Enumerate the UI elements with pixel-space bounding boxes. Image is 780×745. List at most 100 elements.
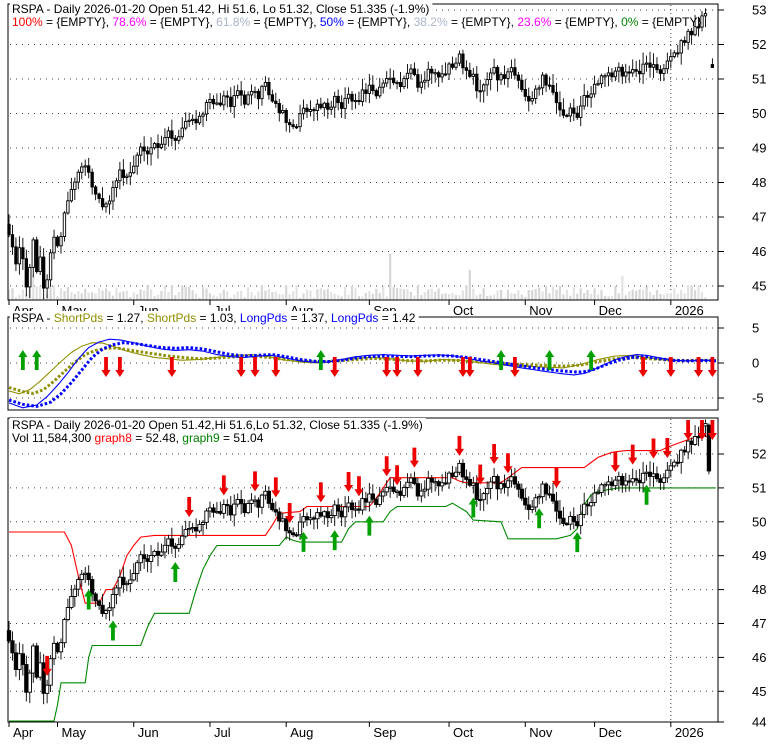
- candle-up: [457, 53, 462, 64]
- plot-area[interactable]: [8, 418, 718, 722]
- legend-token: = {EMPTY},: [250, 15, 320, 29]
- volume-bar: [700, 291, 704, 300]
- month-label: Oct: [453, 303, 474, 318]
- volume-bar: [437, 288, 440, 300]
- candle-up: [342, 506, 348, 518]
- volume-bar: [25, 294, 28, 300]
- sell-arrow-icon: [475, 464, 485, 485]
- candle-up: [180, 535, 185, 546]
- candle-down: [460, 462, 466, 478]
- candle-down: [430, 68, 434, 74]
- candle-down: [21, 247, 25, 260]
- longpds-slow-line: [8, 341, 716, 408]
- volume-bar: [21, 289, 24, 300]
- volume-bar: [87, 292, 90, 300]
- legend-token: = 1.37,: [287, 311, 331, 325]
- candle-down: [478, 498, 483, 502]
- volume-bar: [330, 292, 333, 300]
- candle-up: [52, 236, 56, 254]
- volume-bar: [77, 291, 80, 300]
- candle-down: [121, 169, 125, 178]
- candle-down: [520, 79, 524, 90]
- candle-up: [454, 62, 458, 68]
- volume-bar: [149, 289, 153, 300]
- volume-bar: [195, 293, 198, 300]
- graph9-stop-line: [9, 487, 716, 722]
- volume-bar: [406, 289, 409, 300]
- y-tick-label: 0: [752, 356, 759, 371]
- month-label: Jun: [138, 725, 159, 740]
- panel1-title: RSPA - Daily 2026-01-20 Open 51.42, Hi 5…: [12, 2, 429, 16]
- volume-bar: [229, 297, 232, 300]
- candle-up: [703, 13, 708, 17]
- panel-price-stops[interactable]: 52 51 50 49 48 47 46 45 44 Apr May Jun Jul Aug Sep Oct N…: [6, 417, 766, 740]
- candle-up: [117, 576, 123, 589]
- candle-down: [370, 493, 375, 500]
- candle-up: [27, 672, 32, 693]
- candle-up: [534, 88, 538, 99]
- candle-up: [623, 480, 628, 486]
- candle-down: [689, 440, 694, 445]
- candle-down: [554, 91, 559, 104]
- volume-bar: [586, 290, 589, 300]
- candle-down: [502, 74, 507, 79]
- volume-bar: [572, 287, 575, 300]
- volume-bar: [493, 294, 496, 300]
- candle-up: [111, 187, 115, 202]
- candle-up: [201, 113, 205, 117]
- volume-bar: [91, 292, 94, 300]
- y-tick-label: 47: [752, 616, 766, 631]
- sell-arrow-icon: [707, 420, 717, 440]
- volume-bar: [208, 293, 212, 300]
- legend-token: graph8: [95, 431, 133, 445]
- candle-up: [596, 83, 600, 86]
- y-tick-label: 45: [752, 279, 766, 294]
- legend-token: 38.2%: [414, 15, 448, 29]
- volume-bar: [669, 293, 672, 300]
- volume-bar: [156, 294, 160, 300]
- candle-down: [225, 504, 230, 507]
- volume-bar: [472, 288, 475, 300]
- volume-bar: [399, 288, 402, 300]
- sell-arrow-icon: [271, 477, 281, 498]
- candle-up: [599, 484, 604, 493]
- candle-up: [419, 490, 424, 497]
- candle-down: [325, 511, 330, 519]
- volume-bar: [323, 289, 326, 300]
- volume-bar: [52, 285, 56, 300]
- plot-area[interactable]: [8, 4, 718, 300]
- candle-down: [391, 486, 396, 492]
- plot-area[interactable]: [8, 317, 718, 410]
- volume-bar: [94, 293, 97, 300]
- month-label: Nov: [529, 725, 553, 740]
- candle-down: [572, 107, 576, 114]
- candle-up: [588, 502, 594, 507]
- candle-up: [579, 105, 583, 118]
- volume-bar: [610, 296, 614, 300]
- volume-bar: [292, 291, 295, 300]
- volume-bar: [454, 294, 458, 300]
- candle-down: [169, 538, 175, 547]
- candle-down: [90, 579, 95, 595]
- sell-arrow-icon: [330, 357, 340, 377]
- candle-up: [616, 476, 621, 481]
- sell-arrow-icon: [250, 471, 260, 492]
- candle-up: [613, 70, 618, 78]
- volume-bar: [108, 291, 111, 300]
- volume-bar: [576, 293, 579, 300]
- candle-down: [561, 109, 566, 116]
- candle-down: [450, 472, 455, 477]
- candle-up: [665, 469, 670, 479]
- sell-arrow-icon: [458, 357, 468, 377]
- volume-bar: [170, 285, 173, 300]
- candle-up: [131, 573, 136, 581]
- candle-up: [208, 98, 212, 103]
- sell-arrow-icon: [465, 357, 475, 377]
- candle-down: [277, 103, 281, 114]
- panel-oscillator[interactable]: 5 0 -5 RSPA - ShortPds = 1.27, ShortPds = 1…: [7, 311, 764, 411]
- volume-bar: [240, 290, 243, 300]
- candle-up: [395, 81, 399, 85]
- candle-down: [398, 81, 403, 88]
- candle-up: [582, 503, 587, 515]
